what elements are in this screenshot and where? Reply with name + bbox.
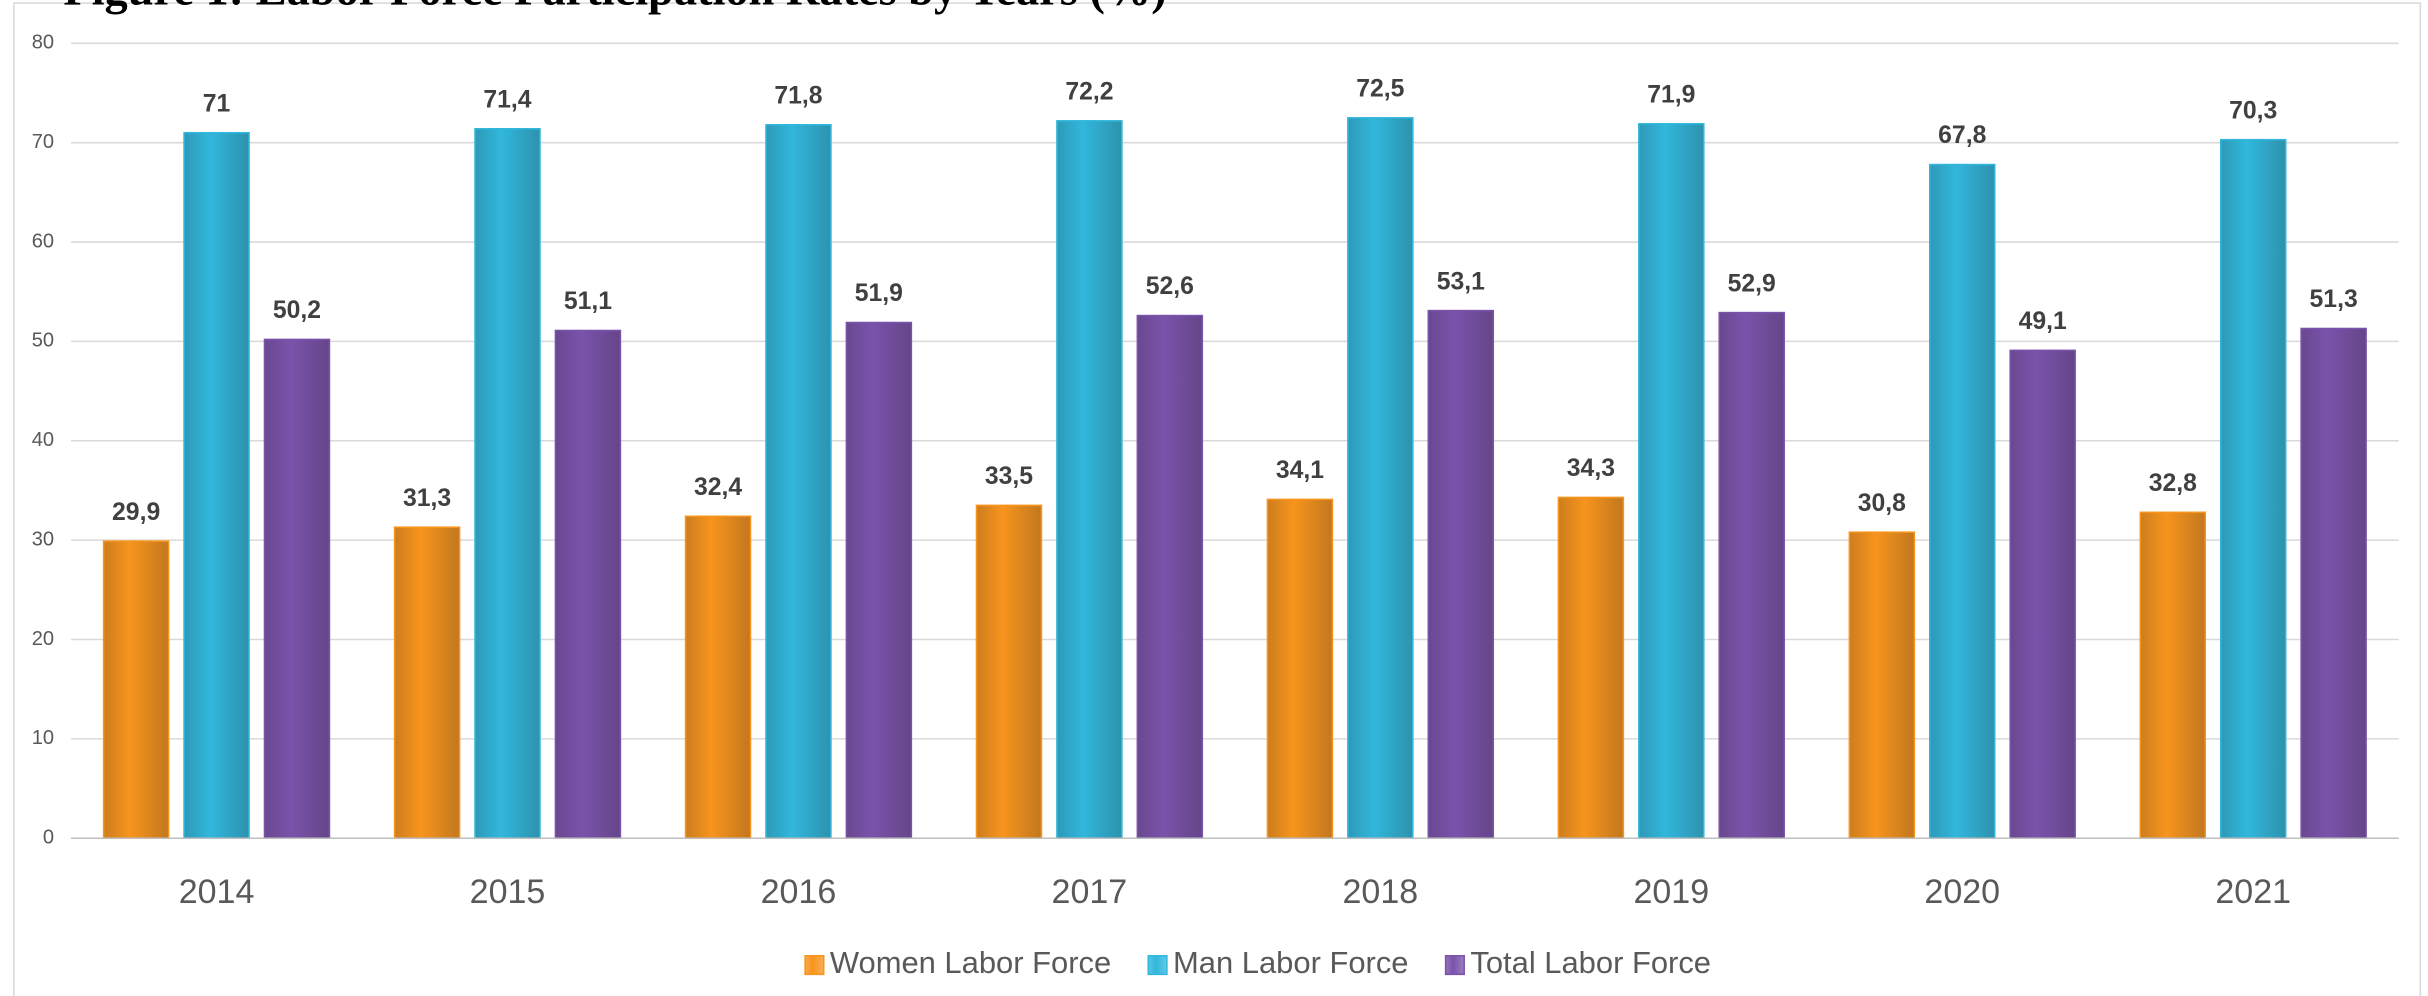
bar (263, 338, 331, 840)
bar (1427, 309, 1495, 840)
x-tick-label: 2018 (1343, 873, 1419, 911)
data-label: 51,9 (855, 280, 903, 307)
legend-swatch (1444, 955, 1465, 976)
bar (1848, 531, 1916, 840)
bar (1718, 311, 1785, 840)
bar (474, 127, 541, 840)
bar (2300, 327, 2367, 840)
legend-swatch (804, 955, 825, 976)
y-tick-label: 50 (32, 330, 54, 352)
data-label: 34,1 (1276, 457, 1324, 484)
chart-frame (13, 2, 2422, 996)
bar (183, 131, 250, 840)
data-label: 29,9 (112, 499, 160, 526)
x-tick-label: 2020 (1924, 873, 2000, 911)
data-label: 52,6 (1146, 273, 1194, 300)
y-tick-label: 40 (32, 429, 54, 451)
data-label: 70,3 (2229, 97, 2277, 124)
bar (1266, 498, 1334, 840)
legend-label: Total Labor Force (1470, 945, 1711, 980)
x-tick-label: 2017 (1052, 873, 1128, 911)
data-label: 51,1 (564, 288, 612, 315)
bar (1929, 163, 1996, 840)
bar (2219, 138, 2287, 840)
bar (554, 329, 622, 840)
data-label: 71,9 (1647, 81, 1695, 108)
data-label: 34,3 (1567, 455, 1615, 482)
bar (1347, 117, 1414, 840)
data-label: 72,5 (1356, 76, 1404, 103)
data-label: 32,4 (694, 474, 742, 501)
chart-title: Figure 1: Labor Force Participation Rate… (63, 0, 1166, 15)
bar (1638, 123, 1705, 840)
data-label: 30,8 (1858, 490, 1906, 517)
data-label: 32,8 (2149, 470, 2197, 497)
x-tick-label: 2021 (2215, 873, 2291, 911)
data-label: 33,5 (985, 463, 1033, 490)
data-label: 71 (203, 90, 231, 117)
bar (975, 504, 1043, 840)
data-label: 52,9 (1728, 270, 1776, 297)
bar (1136, 314, 1204, 840)
bar (393, 526, 461, 840)
bar (1557, 496, 1625, 840)
data-label: 53,1 (1437, 268, 1485, 295)
bar (845, 321, 913, 840)
data-label: 67,8 (1938, 122, 1986, 149)
bar (2139, 511, 2207, 840)
data-label: 72,2 (1065, 79, 1113, 106)
legend-swatch (1147, 955, 1168, 976)
y-tick-label: 80 (32, 32, 54, 54)
x-tick-label: 2014 (179, 873, 255, 911)
bar (765, 124, 832, 840)
y-tick-label: 70 (32, 131, 54, 153)
x-tick-label: 2015 (470, 873, 546, 911)
data-label: 51,3 (2310, 286, 2358, 313)
bar (684, 515, 752, 840)
legend-label: Man Labor Force (1173, 945, 1408, 980)
data-label: 49,1 (2019, 308, 2067, 335)
x-tick-label: 2016 (761, 873, 837, 911)
x-tick-label: 2019 (1633, 873, 1709, 911)
data-label: 71,8 (774, 82, 822, 109)
y-tick-label: 60 (32, 230, 54, 252)
data-label: 71,4 (483, 86, 531, 113)
y-tick-label: 20 (32, 628, 54, 650)
y-tick-label: 10 (32, 727, 54, 749)
bar (102, 540, 170, 840)
y-tick-label: 0 (43, 827, 54, 849)
legend-label: Women Labor Force (830, 945, 1111, 980)
data-label: 31,3 (403, 485, 451, 512)
bar (1056, 120, 1123, 840)
data-label: 50,2 (273, 297, 321, 324)
bar (2009, 349, 2076, 840)
y-tick-label: 30 (32, 528, 54, 550)
